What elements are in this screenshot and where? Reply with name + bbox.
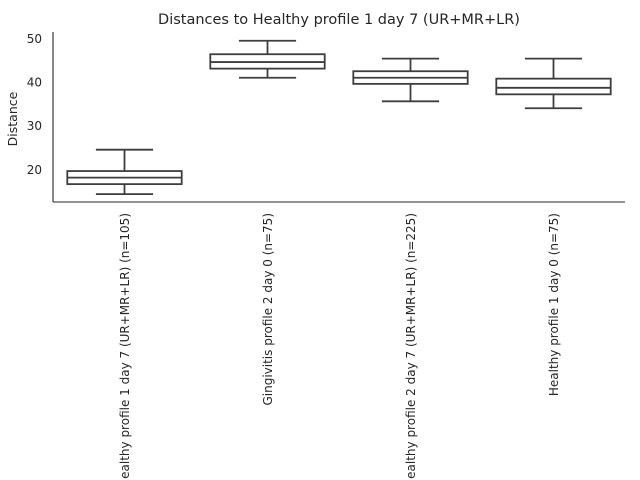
x-tick-label: Healthy profile 1 day 7 (UR+MR+LR) (n=10… bbox=[118, 213, 132, 480]
box-group bbox=[495, 57, 612, 110]
y-tick-label: 30 bbox=[27, 119, 42, 133]
x-ticks: Healthy profile 1 day 7 (UR+MR+LR) (n=10… bbox=[118, 213, 561, 480]
boxes bbox=[66, 39, 612, 196]
y-axis-label: Distance bbox=[5, 91, 20, 146]
box-group bbox=[209, 39, 326, 79]
y-tick-label: 40 bbox=[27, 76, 42, 90]
x-tick-label: Gingivitis profile 2 day 0 (n=75) bbox=[261, 213, 275, 406]
box-iqr bbox=[495, 77, 612, 96]
chart-title: Distances to Healthy profile 1 day 7 (UR… bbox=[158, 12, 520, 28]
y-tick-label: 20 bbox=[27, 163, 42, 177]
box-group bbox=[352, 57, 469, 103]
x-tick-label: Healthy profile 2 day 7 (UR+MR+LR) (n=22… bbox=[404, 213, 418, 480]
y-tick-label: 50 bbox=[27, 32, 42, 46]
y-ticks: 20 30 40 50 bbox=[27, 32, 42, 177]
box-group bbox=[66, 148, 183, 196]
x-tick-label: Healthy profile 1 day 0 (n=75) bbox=[547, 213, 561, 396]
